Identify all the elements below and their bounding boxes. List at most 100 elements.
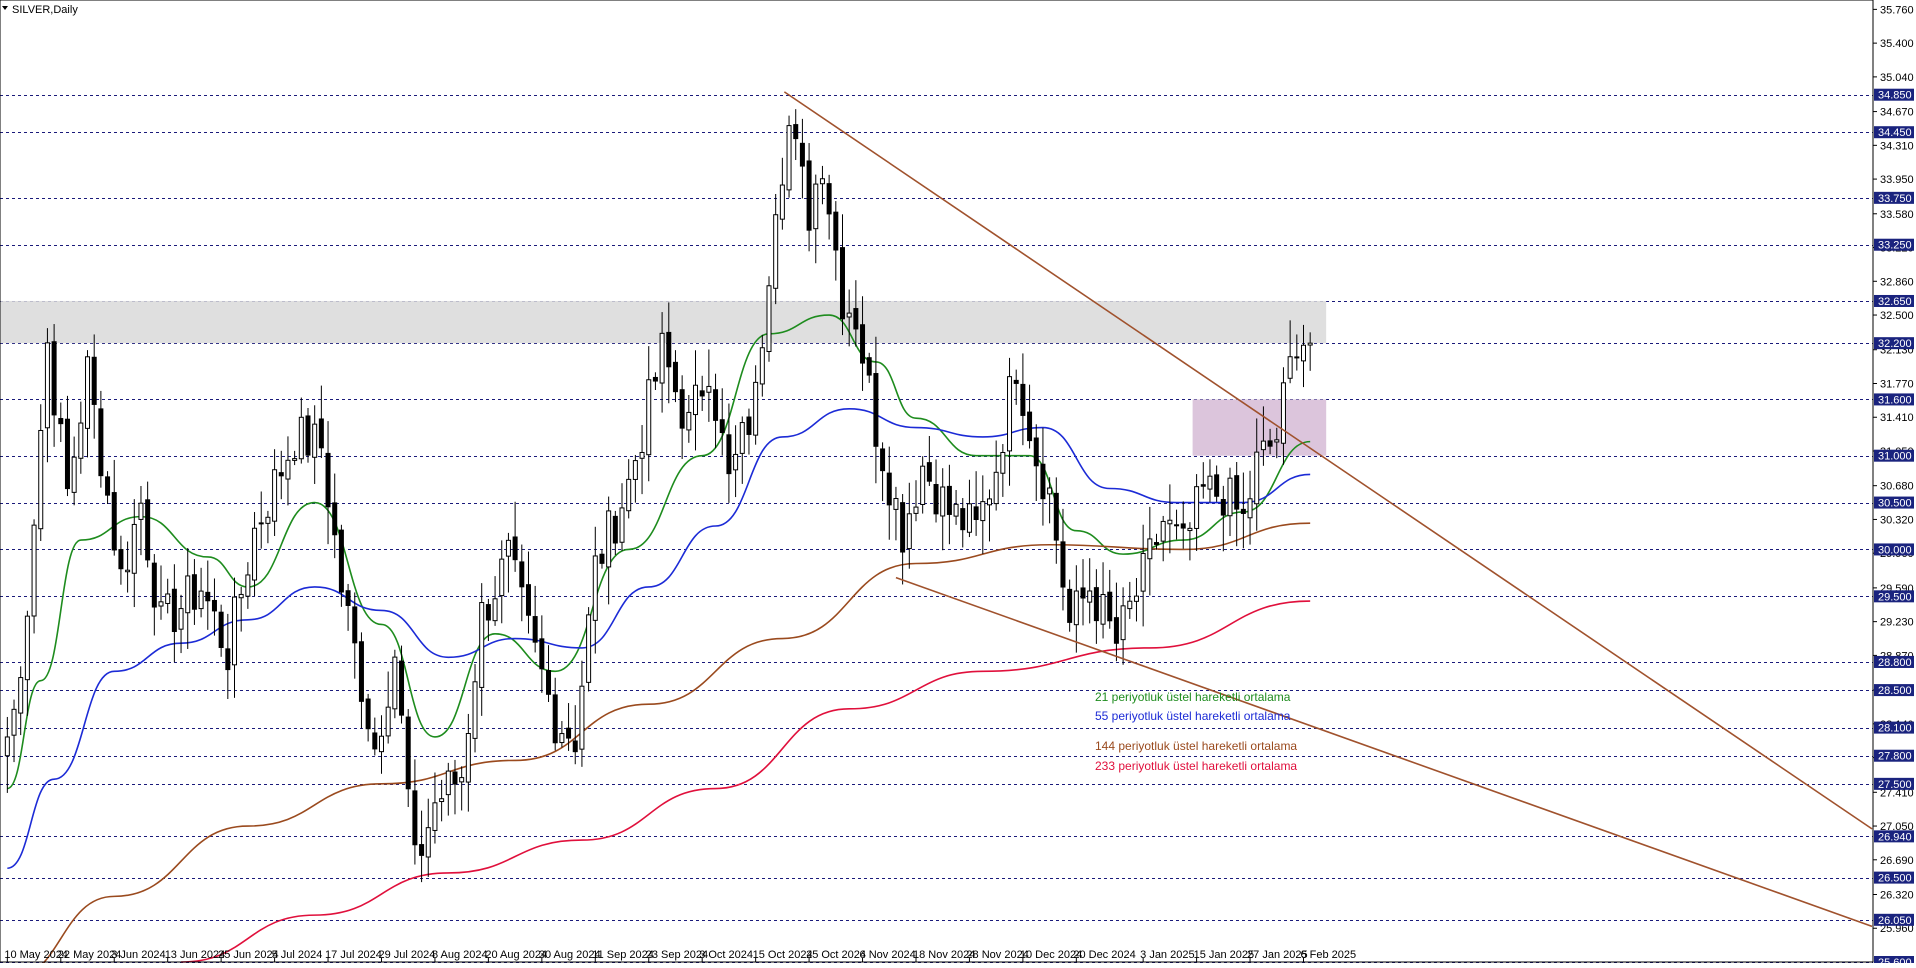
candle-body (292, 458, 298, 461)
candle (399, 645, 405, 724)
candle (926, 435, 932, 486)
level-tag-label: 31.600 (1878, 394, 1912, 406)
candle-body (632, 460, 638, 480)
y-tick-label: 32.500 (1880, 310, 1914, 322)
candle-body (91, 356, 97, 405)
candle (392, 649, 398, 719)
candle (1234, 461, 1240, 547)
candle-body (439, 798, 445, 803)
candle-body (399, 660, 405, 716)
level-tag-label: 29.500 (1878, 591, 1912, 603)
candle (465, 713, 471, 812)
candle (1073, 565, 1079, 653)
candle (38, 404, 44, 542)
level-tag (1874, 721, 1914, 734)
candle (145, 481, 151, 568)
y-tick-label: 26.320 (1880, 889, 1914, 901)
candle-body (158, 601, 164, 607)
candle-body (913, 506, 919, 514)
level-tag (1874, 655, 1914, 668)
candle-body (1053, 492, 1059, 541)
candle-body (766, 285, 772, 353)
level-tag (1874, 294, 1914, 307)
candle (98, 390, 104, 488)
x-tick-label: 15 Jan 2025 (1194, 949, 1255, 961)
candle-body (1140, 552, 1146, 592)
x-tick-label: 18 Nov 2024 (913, 949, 975, 961)
candle-body (1287, 356, 1293, 379)
candle (1254, 418, 1260, 531)
candle-body (105, 476, 111, 496)
candle-body (145, 499, 151, 561)
candle-body (325, 452, 331, 508)
candle (766, 276, 772, 362)
candle-body (946, 485, 952, 515)
candle-body (592, 555, 598, 621)
ema21-legend-label: 21 periyotluk üstel hareketli ortalama (1095, 690, 1291, 704)
candle-body (1280, 382, 1286, 444)
candle-body (753, 381, 759, 436)
candle (58, 402, 64, 443)
candle-body (1147, 538, 1153, 560)
candle-body (606, 510, 612, 568)
level-tag (1874, 393, 1914, 406)
y-tick-label: 31.770 (1880, 378, 1914, 390)
candle-body (1200, 484, 1206, 487)
candle (285, 436, 291, 506)
x-tick-label: 29 Jul 2024 (378, 949, 435, 961)
candle (1007, 357, 1013, 486)
candle-body (405, 716, 411, 790)
candle-body (639, 451, 645, 459)
candle-body (846, 312, 852, 318)
level-tag (1874, 749, 1914, 762)
candle-body (1000, 451, 1006, 474)
candle (566, 703, 572, 751)
candle-body (746, 416, 752, 435)
candle (325, 421, 331, 545)
candle-body (686, 411, 692, 431)
candle-body (1133, 595, 1139, 602)
candle-body (1167, 519, 1173, 525)
candle-body (392, 656, 398, 710)
candle-body (305, 415, 311, 456)
candle (499, 540, 505, 624)
candle-body (51, 341, 57, 416)
candle (559, 721, 565, 748)
candle (358, 632, 364, 729)
candle (1020, 353, 1026, 446)
candle (91, 334, 97, 439)
candle-body (1127, 600, 1133, 610)
level-tag (1874, 543, 1914, 556)
candle-body (178, 608, 184, 630)
x-tick-label: 10 Dec 2024 (1020, 949, 1082, 961)
candle-body (1247, 498, 1253, 519)
x-tick-label: 13 Jun 2024 (165, 949, 226, 961)
x-tick-label: 3 Jan 2025 (1140, 949, 1194, 961)
candle (85, 350, 91, 458)
candle-body (151, 562, 157, 608)
candle-body (960, 508, 966, 531)
candle (151, 554, 157, 636)
candle (986, 489, 992, 542)
candle (298, 397, 304, 464)
candle-body (993, 471, 999, 505)
candle-body (1240, 508, 1246, 514)
candle (452, 759, 458, 815)
candle-body (512, 536, 518, 561)
level-tag-label: 33.250 (1878, 240, 1912, 252)
candle (966, 479, 972, 538)
candle (1120, 587, 1126, 665)
candle (866, 352, 872, 383)
candle (779, 157, 785, 230)
x-tick-label: 17 Jul 2024 (325, 949, 382, 961)
candle (546, 645, 552, 703)
candle (258, 491, 264, 549)
x-tick-label: 6 Nov 2024 (860, 949, 916, 961)
candle (165, 578, 171, 614)
collapse-triangle-icon[interactable] (2, 6, 8, 10)
candle-body (385, 706, 391, 737)
candle-body (893, 498, 899, 510)
candle-body (479, 602, 485, 688)
candle (272, 449, 278, 536)
candle-body (559, 733, 565, 744)
